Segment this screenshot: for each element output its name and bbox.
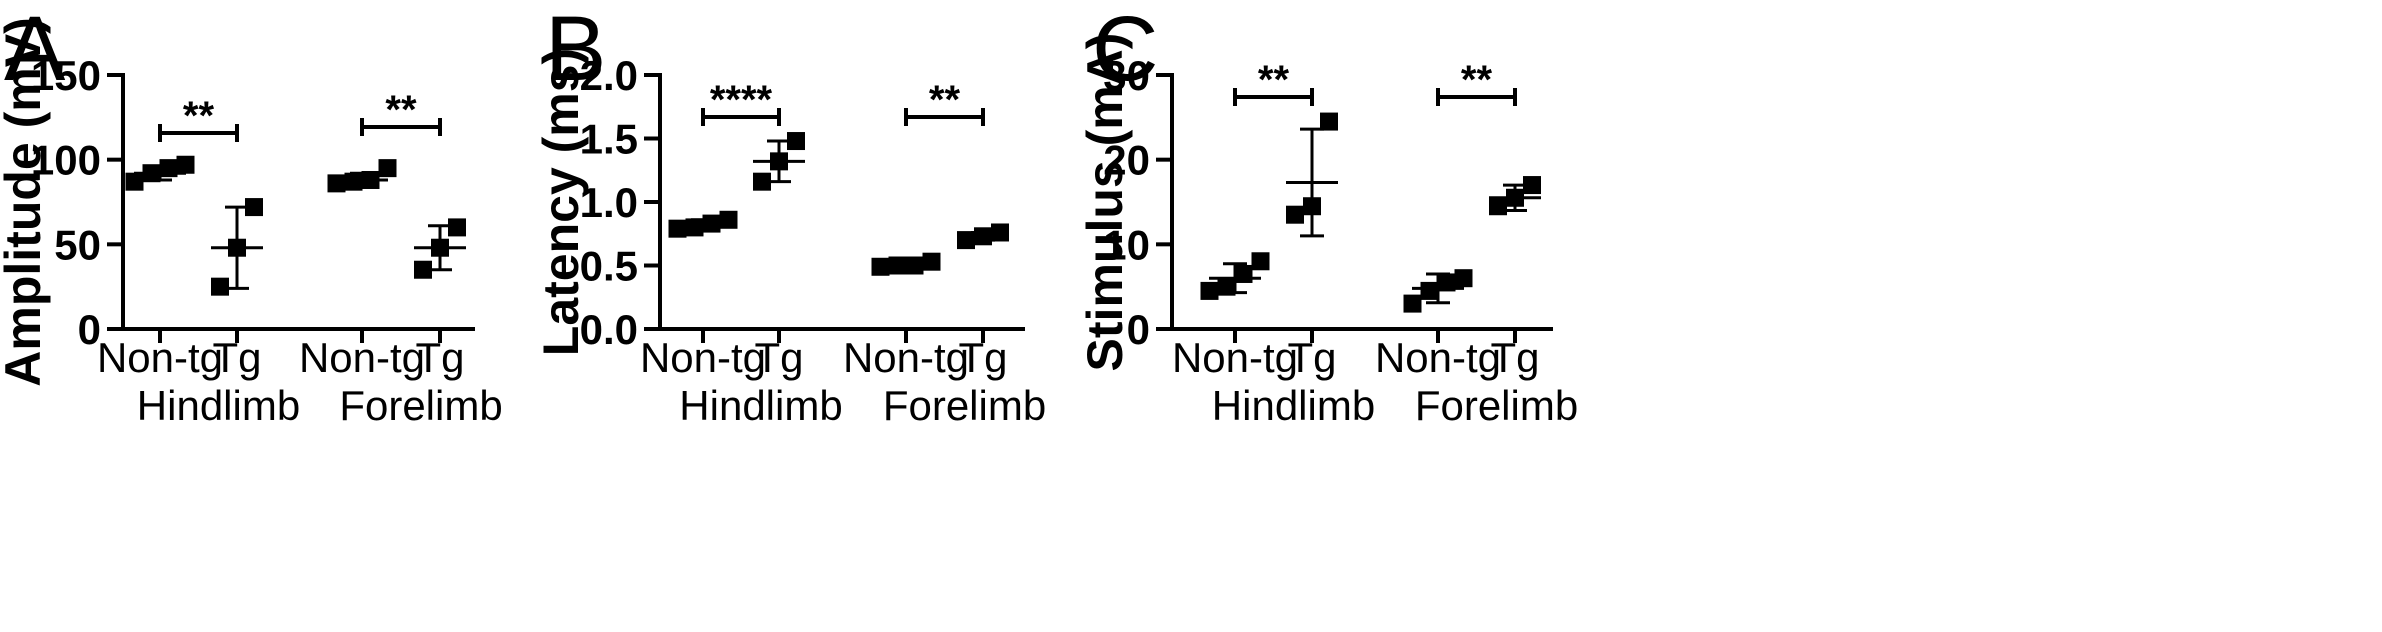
x-tick-label: Tg	[1490, 334, 1539, 381]
data-point	[1320, 112, 1338, 131]
y-tick-label: 0.0	[580, 306, 638, 353]
data-point	[448, 218, 466, 237]
y-axis-label: Amplitude (mV)	[0, 17, 51, 386]
x-tick-label: Tg	[415, 334, 464, 381]
data-point	[1420, 281, 1439, 300]
y-tick-label: 0	[1127, 306, 1150, 353]
x-tick-label: Non-tg	[299, 334, 425, 381]
y-tick-label: 0	[78, 306, 101, 353]
significance-label: ****	[710, 78, 773, 122]
y-tick-label: 20	[1103, 137, 1150, 184]
significance-label: **	[183, 94, 215, 138]
data-point	[1454, 269, 1473, 288]
x-tick-label: Tg	[754, 334, 803, 381]
y-axis-label: Stimulus (mA)	[1077, 33, 1133, 372]
data-point	[668, 219, 687, 238]
y-tick-label: 100	[31, 137, 101, 184]
significance-label: **	[1461, 58, 1493, 102]
data-point	[1489, 197, 1507, 216]
significance-label: **	[385, 88, 417, 132]
data-point	[414, 260, 432, 279]
panel-letter: A	[4, 0, 66, 100]
data-point	[245, 198, 263, 217]
data-point	[1200, 281, 1219, 300]
x-tick-label: Tg	[1287, 334, 1336, 381]
data-point	[1286, 205, 1304, 224]
significance-label: **	[1258, 58, 1290, 102]
group-label: Hindlimb	[137, 382, 300, 429]
y-tick-label: 30	[1103, 52, 1150, 99]
group-label: Forelimb	[339, 382, 502, 429]
group-label: Hindlimb	[679, 382, 842, 429]
x-tick-label: Non-tg	[843, 334, 969, 381]
panel-letter: C	[1092, 0, 1158, 100]
data-point	[378, 159, 397, 178]
group-label: Forelimb	[883, 382, 1046, 429]
x-tick-label: Tg	[958, 334, 1007, 381]
x-tick-label: Non-tg	[1375, 334, 1501, 381]
data-point	[211, 277, 229, 296]
y-tick-label: 1.5	[580, 116, 638, 163]
y-axis-label: Latency (ms)	[533, 48, 589, 356]
x-tick-label: Tg	[212, 334, 261, 381]
y-tick-label: 1.0	[580, 179, 638, 226]
data-point	[125, 172, 144, 191]
panel-letter: B	[545, 0, 606, 100]
y-tick-label: 50	[54, 221, 101, 268]
x-tick-label: Non-tg	[1172, 334, 1298, 381]
group-label: Forelimb	[1415, 382, 1578, 429]
data-point	[1251, 252, 1270, 271]
data-point	[176, 155, 195, 174]
group-label: Hindlimb	[1212, 382, 1375, 429]
data-point	[327, 174, 346, 193]
data-point	[1234, 264, 1253, 283]
y-tick-label: 10	[1103, 221, 1150, 268]
data-point	[787, 132, 805, 151]
y-tick-label: 150	[31, 52, 101, 99]
data-point	[922, 252, 941, 271]
data-point	[1403, 294, 1422, 313]
y-tick-label: 0.5	[580, 243, 638, 290]
x-tick-label: Non-tg	[640, 334, 766, 381]
y-tick-label: 2.0	[580, 52, 638, 99]
data-point	[753, 172, 771, 191]
data-point	[685, 218, 704, 237]
x-tick-label: Non-tg	[97, 334, 223, 381]
data-point	[1523, 176, 1541, 195]
significance-label: **	[929, 78, 961, 122]
